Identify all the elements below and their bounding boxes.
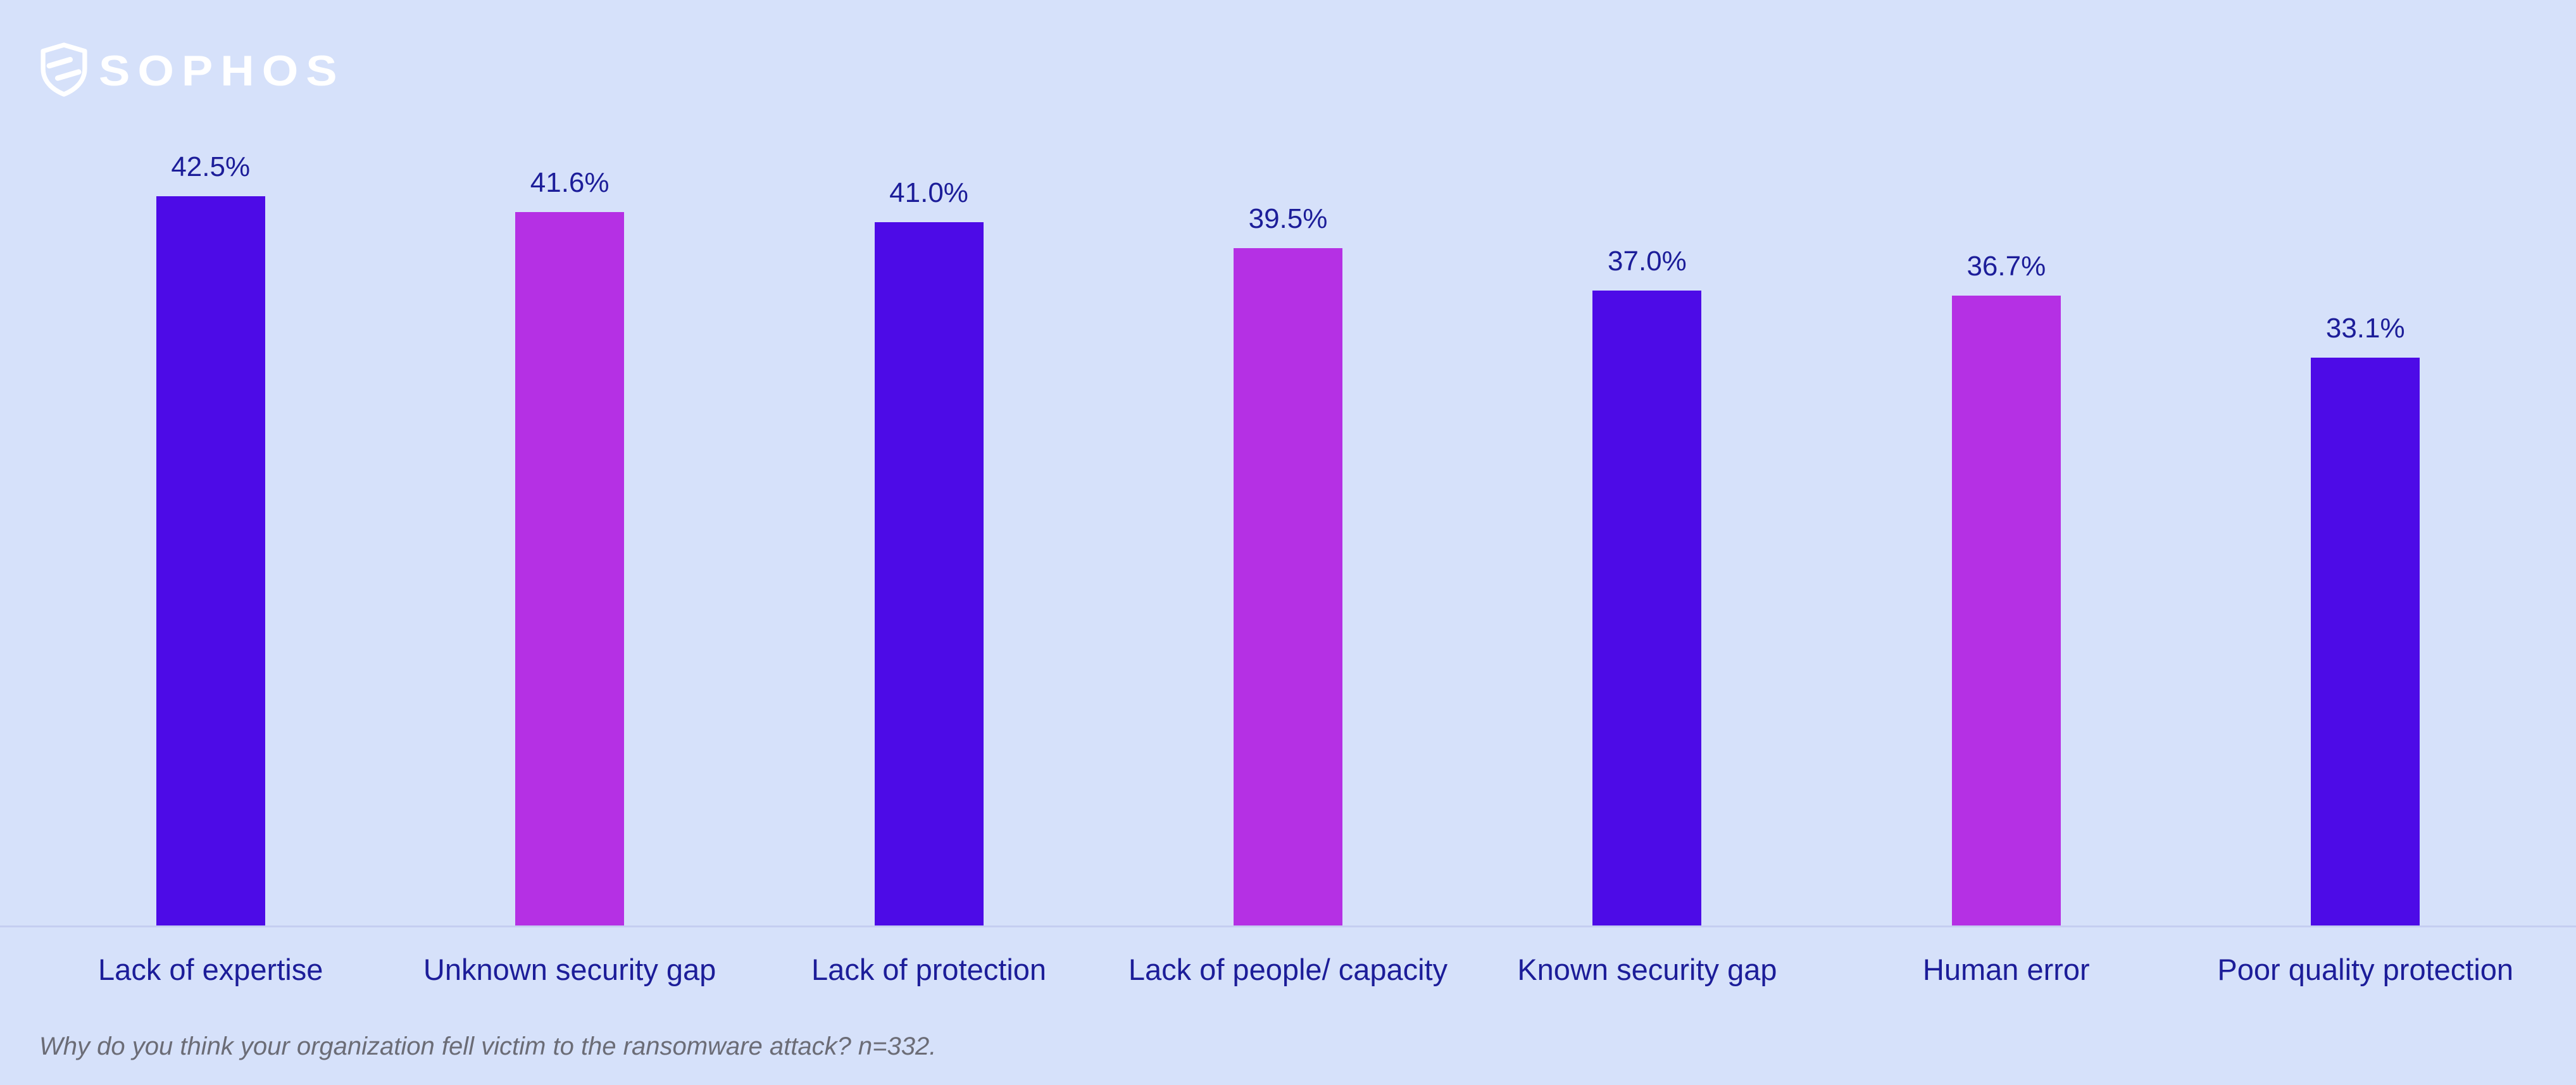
category-label: Lack of people/ capacity (1128, 953, 1448, 986)
bar-column: 36.7% (1827, 251, 2185, 925)
header: SOPHOS (0, 0, 2576, 101)
plot-row: 42.5% 41.6% 41.0% 39.5% 37.0% 36.7% 33.1% (31, 101, 2545, 925)
category-label: Unknown security gap (423, 953, 716, 986)
sophos-shield-icon (39, 42, 89, 100)
bar-value-label: 33.1% (2325, 312, 2405, 344)
sophos-logo: SOPHOS (39, 42, 345, 100)
bar (1951, 296, 2061, 925)
logo-wordmark: SOPHOS (99, 46, 345, 95)
bar-value-label: 41.0% (889, 177, 968, 208)
category-label: Poor quality protection (2217, 953, 2514, 986)
bar-value-label: 42.5% (171, 151, 251, 182)
bar-column: 37.0% (1468, 246, 1827, 925)
category-row: Lack of expertise Unknown security gap Lac… (31, 953, 2545, 987)
bar-column: 41.6% (390, 166, 749, 925)
bar (515, 212, 625, 925)
bar (874, 222, 984, 925)
category-label: Lack of protection (811, 953, 1047, 986)
bar (1233, 248, 1342, 925)
bar-column: 41.0% (749, 177, 1108, 925)
category-label: Known security gap (1517, 953, 1777, 986)
category-label: Human error (1922, 953, 2090, 986)
bar-value-label: 37.0% (1608, 245, 1687, 277)
bar (1592, 291, 1702, 925)
bar-column: 39.5% (1108, 203, 1467, 925)
bar-column: 33.1% (2186, 313, 2545, 925)
bar (156, 196, 265, 925)
bar (2311, 358, 2420, 925)
bar-chart: 42.5% 41.6% 41.0% 39.5% 37.0% 36.7% 33.1% Lack… (0, 101, 2576, 987)
chart-footnote: Why do you think your organization fell … (39, 1032, 937, 1061)
bar-value-label: 39.5% (1248, 203, 1328, 234)
bar-value-label: 36.7% (1966, 250, 2046, 282)
category-label: Lack of expertise (98, 953, 323, 986)
bar-column: 42.5% (31, 151, 390, 925)
bar-value-label: 41.6% (530, 166, 610, 198)
x-axis-baseline (0, 925, 2576, 927)
